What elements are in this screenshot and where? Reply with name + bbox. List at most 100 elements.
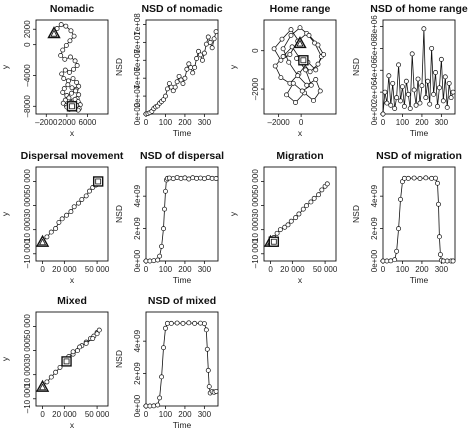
- data-point: [317, 88, 323, 94]
- plot-frame: [382, 19, 456, 115]
- data-point: [203, 41, 209, 47]
- y-axis-label: NSD: [114, 350, 124, 368]
- plot-frame: [35, 311, 109, 407]
- y-tick-label: 6e+07: [133, 49, 142, 72]
- data-point: [69, 85, 75, 91]
- y-tick-label: 50 000: [251, 169, 260, 194]
- data-point: [435, 180, 440, 186]
- data-point: [201, 321, 207, 327]
- data-point: [213, 388, 219, 394]
- data-point: [398, 196, 403, 202]
- data-point: [58, 22, 64, 28]
- data-point: [94, 331, 100, 337]
- data-point: [279, 36, 285, 42]
- data-point: [205, 34, 211, 40]
- data-point: [207, 39, 213, 45]
- data-point: [83, 340, 89, 346]
- data-point: [172, 84, 178, 90]
- data-point: [448, 95, 454, 101]
- y-axis-label: y: [0, 64, 10, 69]
- y-axis-label: NSD: [351, 58, 361, 76]
- data-point: [311, 98, 316, 104]
- start-marker-inner: [38, 238, 47, 246]
- data-point: [157, 395, 163, 401]
- data-point: [313, 77, 319, 82]
- data-point: [68, 54, 73, 60]
- data-point: [392, 106, 398, 111]
- x-tick-label: 300: [435, 118, 449, 127]
- data-point: [382, 89, 388, 95]
- data-point: [190, 175, 196, 181]
- data-point: [58, 52, 64, 58]
- x-axis-label: x: [298, 128, 303, 138]
- data-point: [405, 175, 411, 181]
- data-point: [155, 257, 161, 263]
- chart-panel-4: NSD of home range 0 100 200 300 0e+002e+064e+…: [351, 3, 468, 138]
- chart-title: NSD of dispersal: [140, 150, 224, 162]
- data-point: [296, 211, 302, 217]
- chart-title: Migration: [276, 150, 323, 162]
- data-point: [74, 63, 80, 68]
- data-point: [48, 229, 54, 235]
- data-point: [271, 46, 277, 52]
- x-tick-label: 200: [178, 265, 192, 274]
- chart-title: Nomadic: [50, 3, 95, 15]
- data-point: [157, 253, 163, 259]
- data-point: [431, 91, 437, 97]
- x-tick-label: 50 000: [85, 265, 110, 274]
- x-axis-label: Time: [410, 275, 429, 285]
- y-tick-label: 2e+09: [133, 362, 142, 385]
- data-point: [446, 80, 452, 86]
- data-point: [313, 67, 319, 73]
- plot-frame: [35, 19, 109, 115]
- data-point: [44, 379, 50, 385]
- x-tick-label: 200: [415, 265, 429, 274]
- data-point: [288, 32, 294, 38]
- end-marker: [61, 356, 72, 367]
- series-line: [146, 322, 217, 407]
- y-tick-label: 2e+06: [370, 80, 379, 103]
- series-line: [383, 177, 454, 262]
- data-point: [74, 79, 80, 85]
- data-point: [304, 203, 309, 209]
- data-point: [90, 336, 96, 341]
- data-point: [60, 89, 66, 95]
- x-tick-label: 0: [268, 265, 273, 274]
- data-point: [161, 345, 166, 351]
- chart-title: Mixed: [57, 295, 87, 307]
- data-point: [67, 38, 73, 44]
- data-point: [79, 197, 85, 202]
- x-tick-label: –2000: [35, 118, 58, 127]
- x-tick-label: 0: [381, 265, 386, 274]
- x-tick-label: 0: [40, 265, 45, 274]
- x-tick-label: 100: [396, 118, 410, 127]
- x-axis-label: Time: [173, 275, 192, 285]
- data-point: [66, 95, 72, 101]
- end-marker: [268, 236, 280, 247]
- y-tick-label: 2e+07: [133, 84, 142, 107]
- y-axis-label: NSD: [114, 58, 124, 76]
- y-tick-label: 2e+09: [370, 217, 379, 240]
- data-point: [415, 76, 421, 82]
- y-axis-label: y: [0, 356, 10, 361]
- x-tick-label: 0: [299, 118, 304, 127]
- data-point: [199, 57, 205, 63]
- y-tick-label: –4000: [23, 64, 32, 87]
- data-point: [159, 243, 165, 249]
- x-axis-label: x: [298, 275, 303, 285]
- y-tick-label: 0e+00: [133, 249, 142, 272]
- y-tick-label: 0: [251, 48, 260, 53]
- x-tick-label: 300: [198, 118, 212, 127]
- data-point: [386, 73, 392, 79]
- y-tick-label: 1e+08: [133, 13, 142, 36]
- data-point: [164, 86, 170, 92]
- data-point: [306, 32, 312, 38]
- chart-title: NSD of home range: [370, 3, 468, 15]
- plot-frame: [145, 166, 219, 262]
- chart-title: NSD of migration: [376, 150, 462, 162]
- y-tick-label: 10 000: [23, 362, 32, 387]
- data-point: [159, 374, 165, 380]
- data-point: [182, 75, 188, 81]
- y-tick-label: 2000: [23, 20, 32, 38]
